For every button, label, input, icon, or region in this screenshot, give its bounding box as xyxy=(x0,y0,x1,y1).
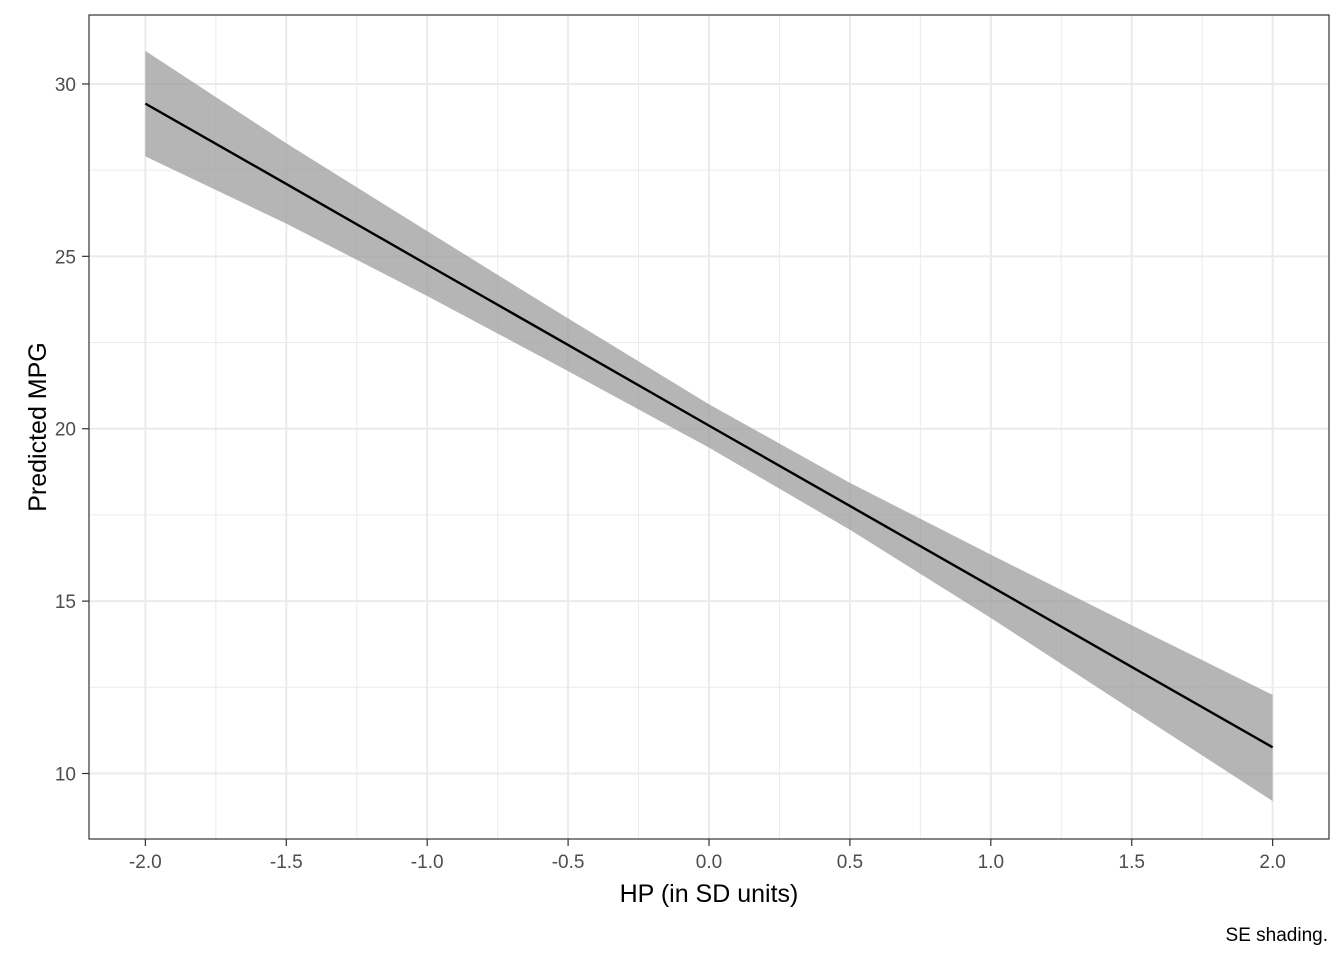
fit-line xyxy=(144,102,1274,749)
y-tick-label: 10 xyxy=(55,764,76,785)
x-tick-label: 0.5 xyxy=(837,852,863,873)
x-tick-label: 0.0 xyxy=(696,852,722,873)
y-tick-label: 30 xyxy=(55,75,76,96)
x-tick-label: -1.5 xyxy=(270,852,303,873)
y-tick-label: 25 xyxy=(55,247,76,268)
x-tick-label: -0.5 xyxy=(552,852,585,873)
chart-caption: SE shading. xyxy=(1226,925,1328,946)
x-tick-label: 1.0 xyxy=(978,852,1004,873)
y-tick-label: 15 xyxy=(55,592,76,613)
y-tick-label: 20 xyxy=(55,420,76,441)
y-axis-title: Predicted MPG xyxy=(24,342,52,512)
x-tick-label: 2.0 xyxy=(1259,852,1285,873)
x-tick-label: -2.0 xyxy=(129,852,162,873)
x-axis-title: HP (in SD units) xyxy=(620,880,799,908)
x-axis: -2.0 -1.5 -1.0 -0.5 0.0 0.5 1.0 1.5 2.0 xyxy=(129,839,1286,873)
x-tick-label: 1.5 xyxy=(1119,852,1145,873)
y-axis: 10 15 20 25 30 xyxy=(55,75,89,785)
fit-line-layer xyxy=(144,102,1274,749)
x-tick-label: -1.0 xyxy=(411,852,444,873)
